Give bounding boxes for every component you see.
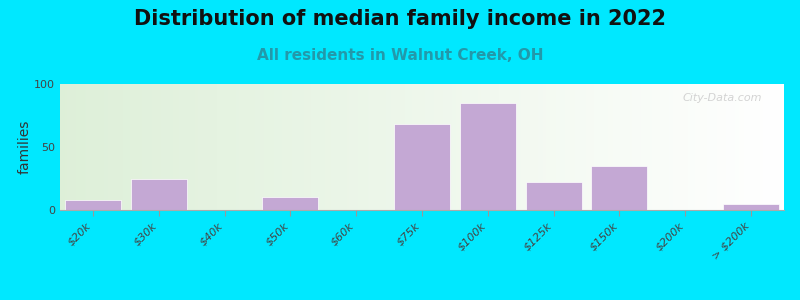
Y-axis label: families: families <box>18 120 31 174</box>
Text: City-Data.com: City-Data.com <box>682 93 762 103</box>
Bar <box>591 166 647 210</box>
Bar <box>460 103 516 210</box>
Text: Distribution of median family income in 2022: Distribution of median family income in … <box>134 9 666 29</box>
Bar <box>262 197 318 210</box>
Bar <box>394 124 450 210</box>
Bar <box>130 178 186 210</box>
Bar <box>65 200 121 210</box>
Bar <box>526 182 582 210</box>
Text: All residents in Walnut Creek, OH: All residents in Walnut Creek, OH <box>257 48 543 63</box>
Bar <box>723 204 779 210</box>
